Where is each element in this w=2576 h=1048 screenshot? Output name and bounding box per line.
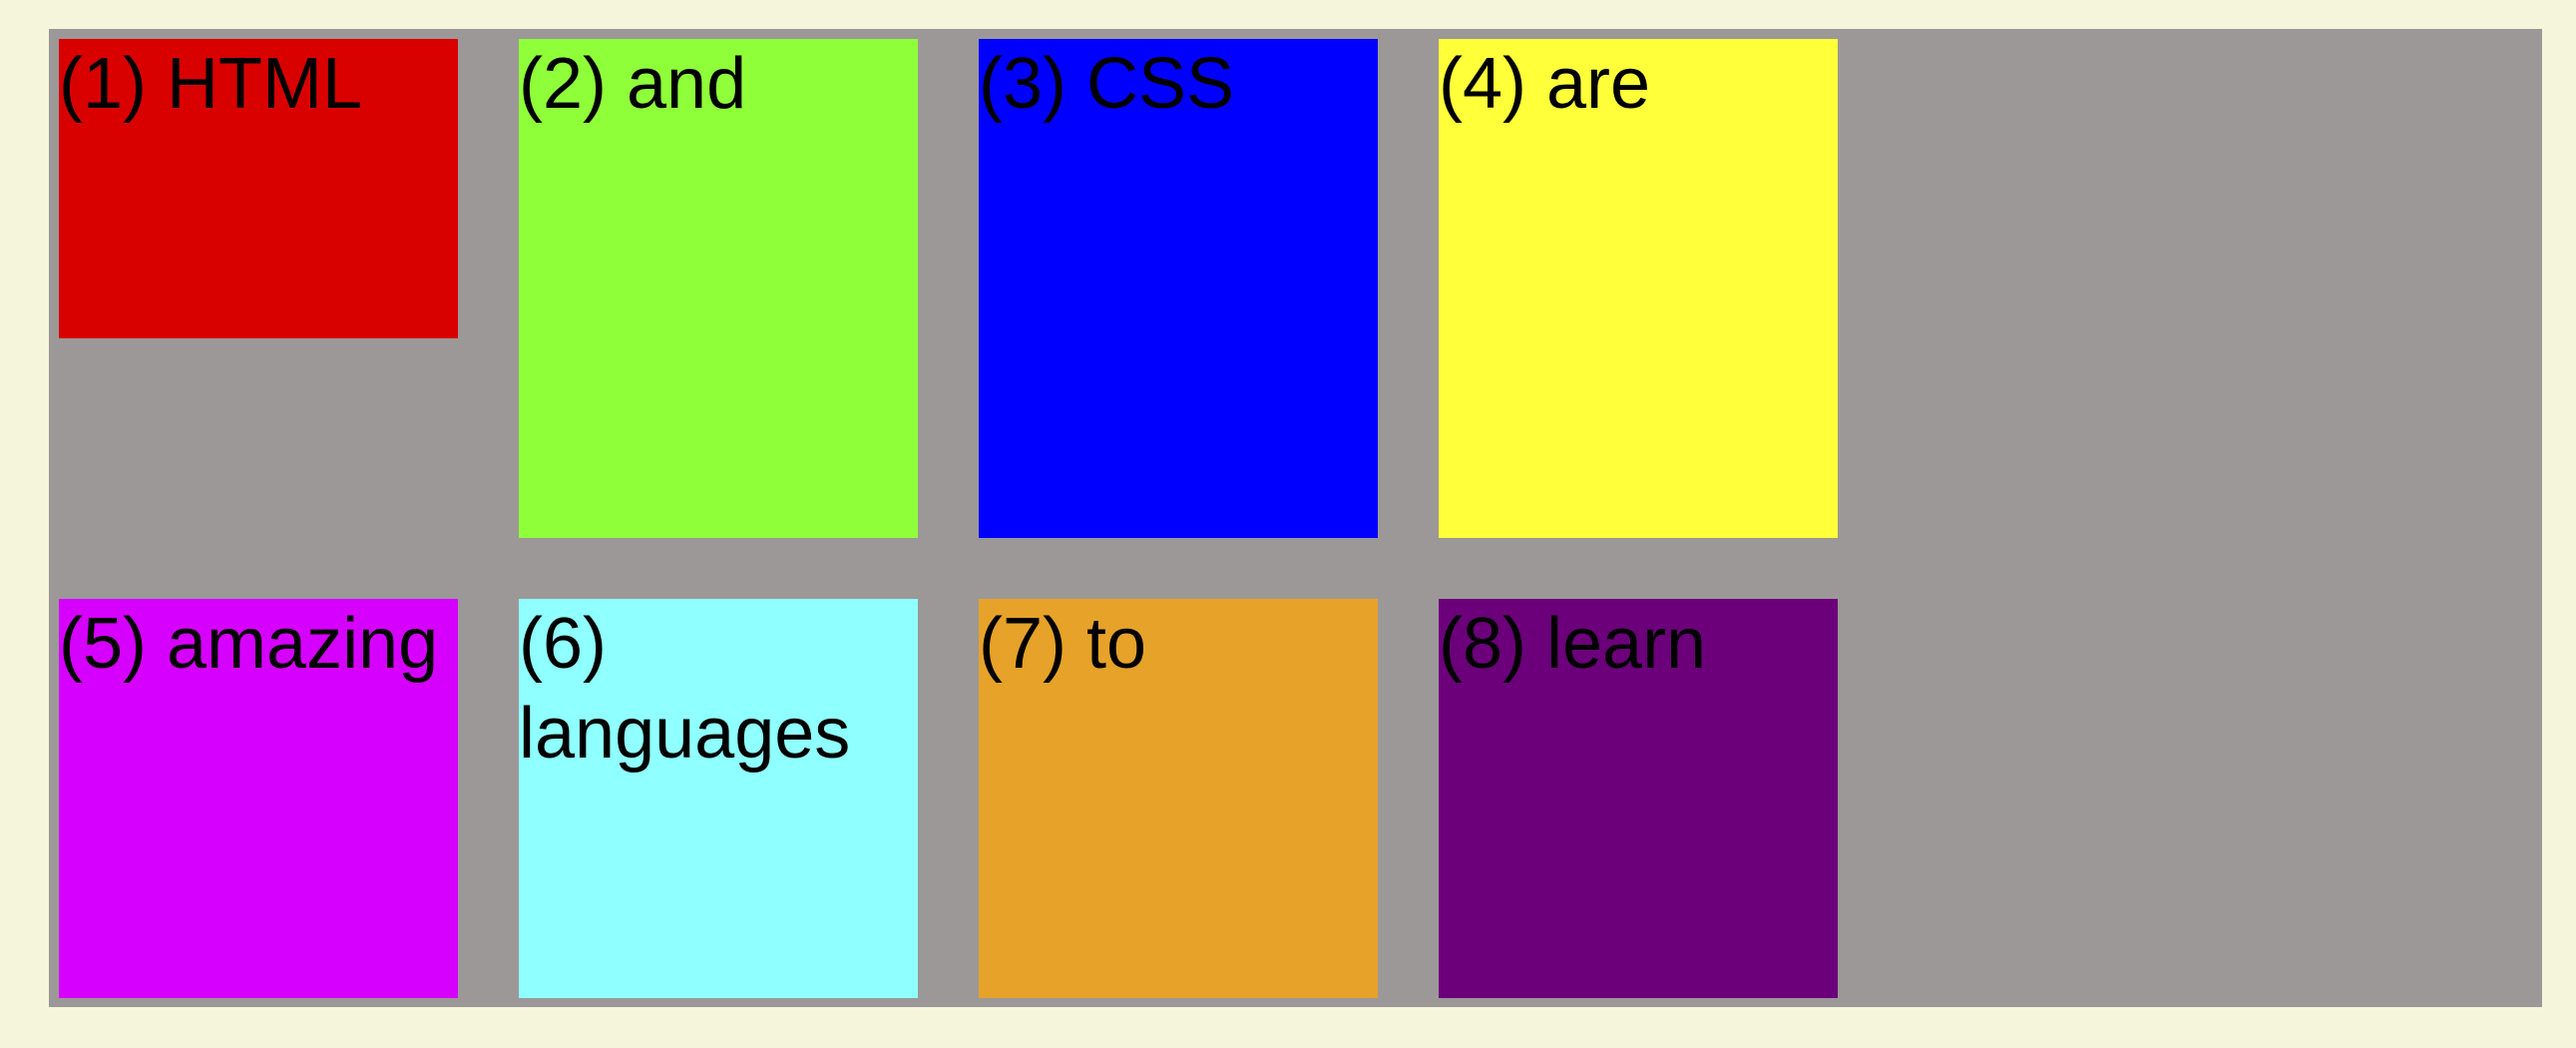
box-5: (5) amazing	[59, 599, 458, 998]
box-7: (7) to	[979, 599, 1378, 998]
box-5-label: (5) amazing	[59, 604, 439, 684]
box-3-label: (3) CSS	[979, 44, 1235, 124]
box-1: (1) HTML	[59, 39, 458, 338]
box-2: (2) and	[519, 39, 918, 538]
box-7-label: (7) to	[979, 604, 1147, 684]
flex-container: (1) HTML (2) and (3) CSS (4) are (5) ama…	[49, 29, 2542, 1007]
row-1: (1) HTML (2) and (3) CSS (4) are	[59, 39, 2542, 538]
box-3: (3) CSS	[979, 39, 1378, 538]
row-2: (5) amazing (6) languages (7) to (8) lea…	[59, 599, 2542, 998]
box-6: (6) languages	[519, 599, 918, 998]
box-4-label: (4) are	[1439, 44, 1651, 124]
box-4: (4) are	[1439, 39, 1838, 538]
box-8: (8) learn	[1439, 599, 1838, 998]
box-2-label: (2) and	[519, 44, 747, 124]
box-6-label: (6) languages	[519, 604, 851, 774]
box-1-label: (1) HTML	[59, 44, 362, 124]
box-8-label: (8) learn	[1439, 604, 1707, 684]
